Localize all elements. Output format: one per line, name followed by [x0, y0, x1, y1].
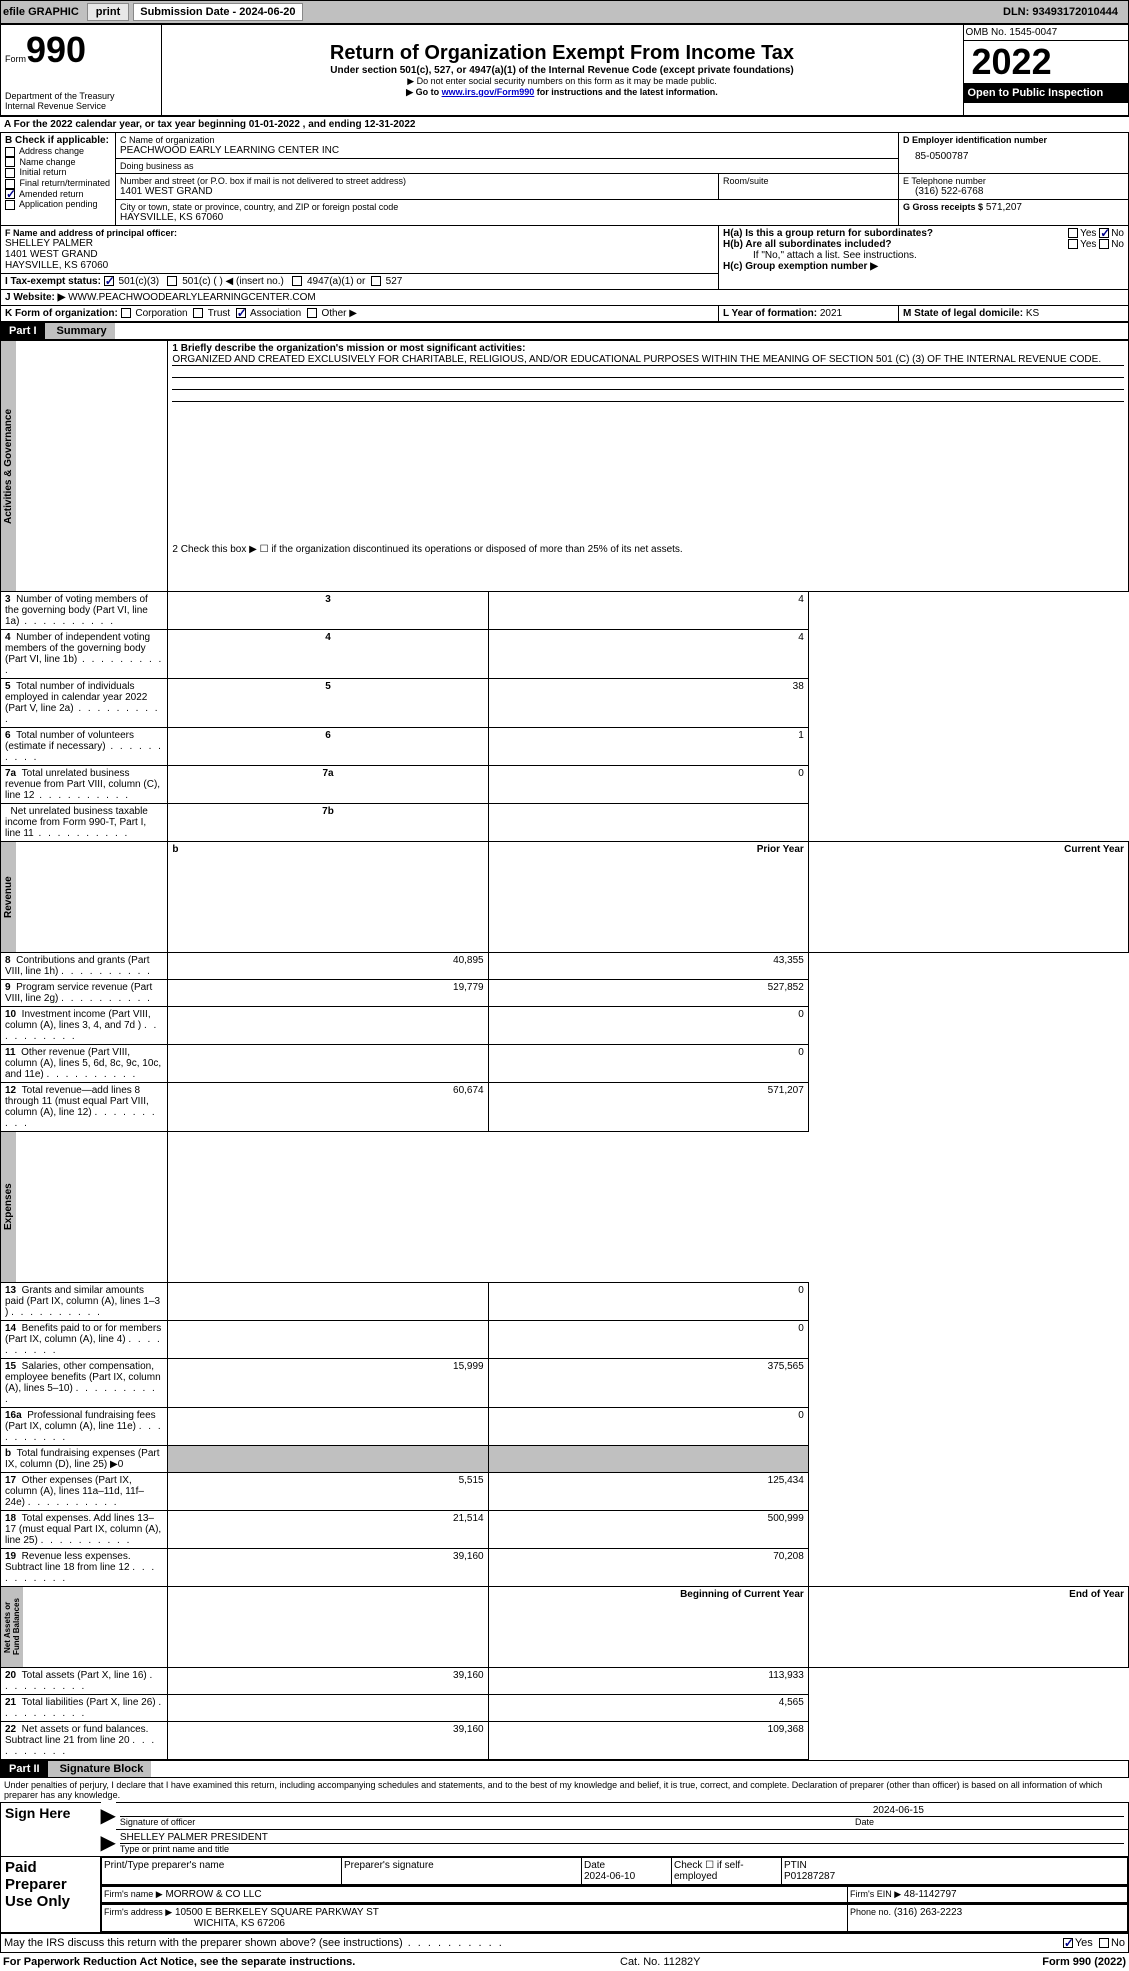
- vert-revenue: Revenue: [1, 842, 16, 952]
- row-b-label: B Check if applicable:: [5, 135, 111, 146]
- tax-status-label: I Tax-exempt status:: [5, 276, 101, 287]
- form-subtitle: Under section 501(c), 527, or 4947(a)(1)…: [166, 65, 959, 76]
- sig-date: 2024-06-15: [120, 1805, 1124, 1816]
- officer-addr2: HAYSVILLE, KS 67060: [5, 260, 714, 271]
- officer-name: SHELLEY PALMER: [5, 238, 714, 249]
- paid-preparer-label: Paid Preparer Use Only: [5, 1859, 96, 1910]
- inspection-label: Open to Public Inspection: [964, 83, 1129, 103]
- penalty-text: Under penalties of perjury, I declare th…: [0, 1778, 1129, 1802]
- city-value: HAYSVILLE, KS 67060: [120, 212, 894, 223]
- form-title: Return of Organization Exempt From Incom…: [166, 42, 959, 65]
- phone-value: (316) 522-6768: [903, 186, 1124, 197]
- gross-label: G Gross receipts $: [903, 202, 983, 212]
- hb-note: If "No," attach a list. See instructions…: [723, 250, 1124, 261]
- website-value: WWW.PEACHWOODEARLYLEARNINGCENTER.COM: [68, 292, 316, 303]
- top-bar: efile GRAPHIC print Submission Date - 20…: [0, 0, 1129, 24]
- cb-501c3[interactable]: [104, 276, 114, 286]
- part2-header: Part IISignature Block: [0, 1760, 1129, 1778]
- note-goto: ▶ Go to www.irs.gov/Form990 for instruct…: [166, 87, 959, 98]
- vert-netassets: Net Assets or Fund Balances: [1, 1587, 23, 1667]
- note-ssn: ▶ Do not enter social security numbers o…: [166, 76, 959, 87]
- ein-label: D Employer identification number: [903, 135, 1124, 145]
- officer-label: F Name and address of principal officer:: [5, 228, 714, 238]
- discuss-row: May the IRS discuss this return with the…: [0, 1933, 1129, 1953]
- hb-row: H(b) Are all subordinates included? Yes …: [723, 239, 1124, 250]
- signature-table: Sign Here ▶ 2024-06-15 Signature of offi…: [0, 1802, 1129, 1933]
- dept-label: Department of the Treasury: [5, 91, 157, 101]
- vert-activities: Activities & Governance: [1, 341, 16, 591]
- q2-text: 2 Check this box ▶ ☐ if the organization…: [168, 542, 1129, 591]
- part1-table: Activities & Governance 1 Briefly descri…: [0, 340, 1129, 1760]
- cb-association[interactable]: [236, 308, 246, 318]
- org-form-label: K Form of organization:: [5, 308, 118, 319]
- part1-header: Part ISummary: [0, 322, 1129, 340]
- officer-printed: SHELLEY PALMER PRESIDENT: [120, 1832, 1124, 1843]
- ein-value: 85-0500787: [903, 145, 1124, 162]
- sign-here-label: Sign Here: [5, 1805, 97, 1821]
- form-label: Form990: [5, 29, 157, 71]
- irs-link[interactable]: www.irs.gov/Form990: [442, 87, 535, 97]
- phone-label: E Telephone number: [903, 176, 1124, 186]
- city-label: City or town, state or province, country…: [120, 202, 894, 212]
- submission-date: Submission Date - 2024-06-20: [133, 3, 302, 21]
- hc-row: H(c) Group exemption number ▶: [723, 261, 1124, 272]
- dba-label: Doing business as: [120, 161, 894, 171]
- gross-value: 571,207: [986, 202, 1022, 213]
- ha-row: H(a) Is this a group return for subordin…: [723, 228, 1124, 239]
- street-label: Number and street (or P.O. box if mail i…: [120, 176, 714, 186]
- omb-number: OMB No. 1545-0047: [964, 25, 1129, 41]
- org-name-label: C Name of organization: [120, 135, 894, 145]
- header-block: Form990 Department of the Treasury Inter…: [0, 24, 1129, 116]
- tax-year: 2022: [964, 41, 1129, 83]
- entity-table: B Check if applicable: Address change Na…: [0, 132, 1129, 322]
- print-button[interactable]: print: [87, 3, 129, 21]
- street-value: 1401 WEST GRAND: [120, 186, 714, 197]
- irs-label: Internal Revenue Service: [5, 101, 157, 111]
- officer-addr1: 1401 WEST GRAND: [5, 249, 714, 260]
- q1-text: ORGANIZED AND CREATED EXCLUSIVELY FOR CH…: [172, 354, 1124, 366]
- room-label: Room/suite: [723, 176, 894, 186]
- efile-label: efile GRAPHIC: [3, 6, 79, 18]
- row-a-period: A For the 2022 calendar year, or tax yea…: [0, 116, 1129, 132]
- q1-label: 1 Briefly describe the organization's mi…: [172, 343, 1124, 354]
- footer-row: For Paperwork Reduction Act Notice, see …: [0, 1953, 1129, 1971]
- website-label: J Website: ▶: [5, 292, 65, 303]
- org-name: PEACHWOOD EARLY LEARNING CENTER INC: [120, 145, 894, 156]
- dln-label: DLN: 93493172010444: [1003, 6, 1126, 18]
- vert-expenses: Expenses: [1, 1132, 16, 1282]
